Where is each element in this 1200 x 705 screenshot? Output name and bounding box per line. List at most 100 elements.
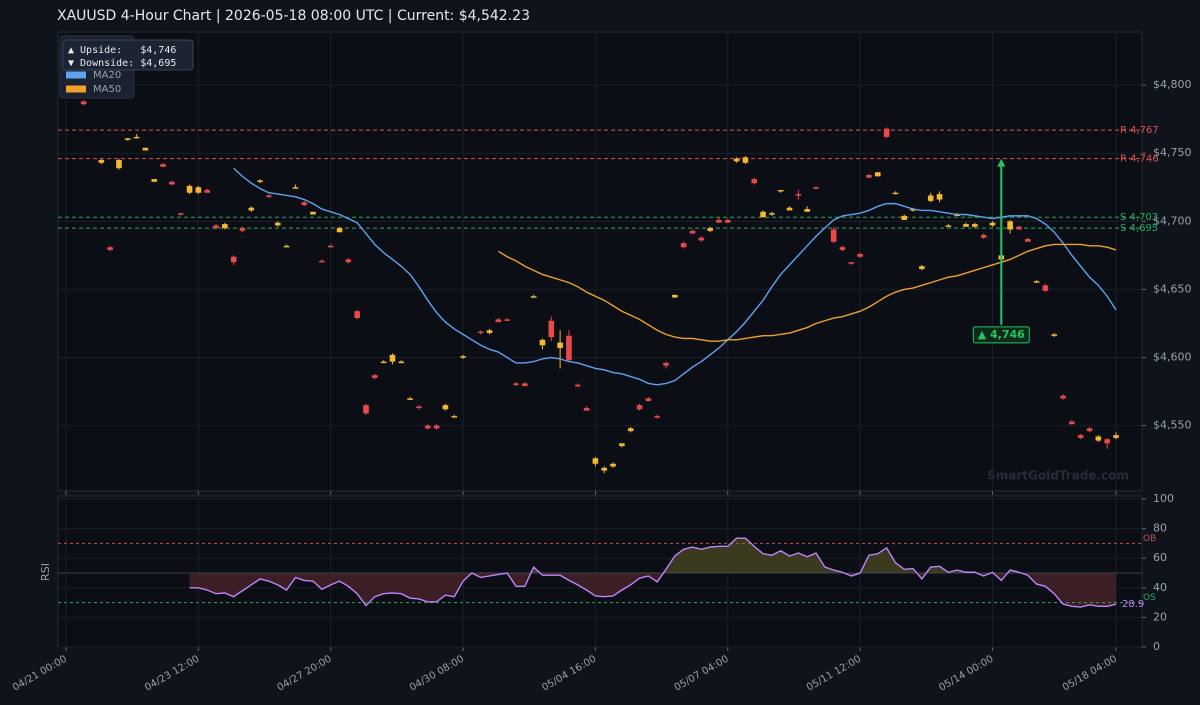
candle-body [848, 262, 855, 264]
candle-body [1113, 435, 1119, 438]
rsi-level-label: OS [1143, 593, 1156, 603]
candle-body [539, 339, 546, 346]
candle-body [486, 330, 493, 334]
candle-body [495, 319, 502, 323]
candle-body [345, 259, 352, 263]
candle-body [707, 228, 713, 231]
y-tick-label: $4,800 [1153, 78, 1192, 91]
y-tick-label: $4,700 [1153, 214, 1192, 227]
candle-body [513, 383, 519, 385]
y-tick-label: 20 [1153, 610, 1167, 623]
candle-body [1104, 439, 1110, 444]
candle-body [769, 213, 775, 215]
candle-body [354, 311, 360, 319]
candle-body [724, 219, 731, 223]
level-label: R 4,767 [1120, 125, 1159, 136]
candle-body [954, 214, 960, 217]
legend-label: MA20 [93, 70, 121, 81]
candle-body [627, 428, 634, 432]
candle-body [151, 179, 158, 182]
candle-body [1069, 421, 1075, 425]
candle-body [398, 361, 405, 364]
candle-body [689, 230, 696, 234]
legend-swatch [66, 85, 86, 93]
candle-body [839, 247, 846, 250]
level-label: S 4,703 [1120, 212, 1158, 223]
candle-body [292, 187, 299, 189]
rsi-fill-above [189, 538, 1116, 573]
info-line: ▲ Upside: $4,746 [68, 45, 176, 56]
candle-body [230, 256, 237, 263]
candle-body [716, 219, 722, 223]
candle-body [213, 225, 219, 229]
candle-body [327, 245, 334, 248]
annotation-box [972, 326, 1030, 344]
candle-body [177, 213, 184, 215]
candle-body [972, 224, 978, 227]
candle-body [989, 222, 996, 226]
candle-body [857, 254, 863, 257]
candle-body [583, 407, 590, 411]
candle-body [1095, 436, 1102, 441]
arrow-head [997, 158, 1006, 167]
candle-body [522, 383, 528, 387]
candle-body [363, 405, 369, 414]
candle-body [813, 187, 819, 189]
candle-body [874, 172, 881, 177]
candle-body [319, 260, 325, 263]
candle-body [1042, 285, 1049, 291]
candle-body [742, 157, 749, 163]
candle-body [239, 228, 246, 231]
candle-body [98, 160, 105, 163]
chart-title: XAUUSD 4-Hour Chart | 2026-05-18 08:00 U… [57, 8, 530, 24]
candle-body [433, 425, 440, 429]
y-tick-label: 40 [1153, 581, 1167, 594]
rsi-fill-below [189, 573, 1116, 608]
candle-body [733, 158, 740, 162]
candle-body [645, 398, 652, 402]
candle-body [248, 207, 255, 211]
rsi-panel [57, 495, 1143, 648]
candle-body [698, 237, 705, 241]
rsi-level-label: OB [1143, 534, 1156, 544]
candle-body [222, 224, 228, 229]
candle-body [610, 463, 616, 467]
candle-body [1051, 334, 1058, 336]
rsi-line [189, 537, 1117, 608]
candle-body [1086, 428, 1093, 432]
candle-body [566, 335, 572, 361]
candle-body [574, 384, 581, 387]
y-tick-label: 100 [1153, 492, 1174, 505]
candle-body [142, 147, 149, 151]
candle-body [601, 467, 608, 471]
candle-body [592, 458, 599, 464]
candle-body [672, 294, 678, 298]
candle-body [548, 320, 555, 338]
candle-body [310, 211, 316, 215]
y-tick-label: $4,750 [1153, 146, 1192, 159]
candle-body [124, 138, 131, 140]
level-label: R 4,746 [1120, 154, 1159, 165]
y-tick-label: $4,650 [1153, 282, 1192, 295]
candle-body [910, 209, 916, 211]
candle-body [936, 194, 943, 200]
ma-line [233, 167, 1117, 386]
candle-body [663, 362, 669, 366]
candle-body [116, 160, 122, 169]
candle-body [195, 187, 202, 193]
candle-body [442, 405, 449, 410]
candle-body [460, 356, 466, 358]
candle-body [424, 425, 431, 429]
candle-body [1077, 435, 1084, 438]
candle-body [1024, 239, 1031, 242]
candle-body [257, 180, 263, 182]
candle-body [133, 136, 140, 139]
candle-body [389, 354, 396, 362]
candle-body [530, 296, 537, 298]
candle-body [80, 101, 87, 105]
candle-body [901, 215, 908, 220]
candle-body [980, 234, 987, 238]
candle-body [372, 375, 378, 378]
candle-body [786, 207, 793, 211]
